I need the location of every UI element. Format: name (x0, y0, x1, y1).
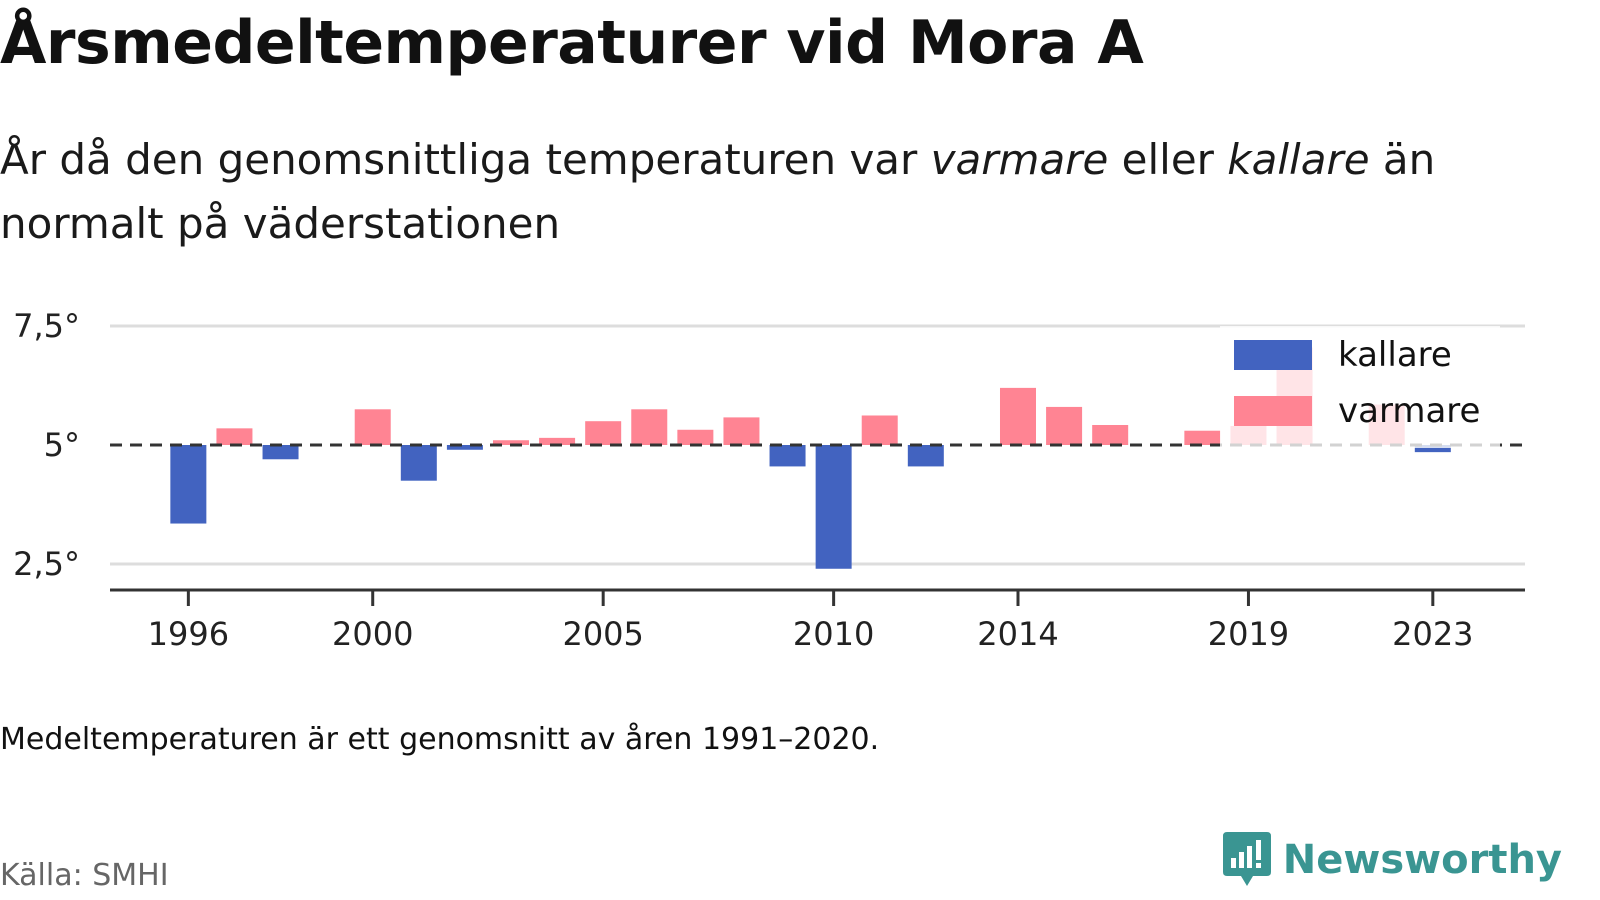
x-tick-label: 2010 (793, 615, 874, 653)
legend-label-kallare: kallare (1338, 335, 1452, 375)
legend-label-varmare: varmare (1338, 391, 1480, 431)
x-tick-label: 2000 (332, 615, 413, 653)
bar-1998 (262, 445, 299, 460)
bar-1997 (216, 428, 253, 445)
bar-2007 (677, 429, 714, 445)
page-subtitle: År då den genomsnittliga temperaturen va… (0, 128, 1560, 256)
page-title: Årsmedeltemperaturer vid Mora A (0, 8, 1144, 78)
source-label: Källa: SMHI (0, 858, 169, 893)
bar-2010 (815, 445, 852, 569)
brand-logo: Newsworthy (1221, 830, 1562, 890)
bar-2003 (492, 440, 529, 445)
bar-2002 (446, 445, 483, 450)
subtitle-cold-word: kallare (1227, 135, 1370, 184)
bar-2006 (631, 409, 668, 445)
temperature-bar-chart: 1996 2000 2005 2010 2014 2019 2023 2,5°5°7,5° … (13, 307, 1525, 653)
y-tick-label: 2,5° (13, 545, 80, 583)
bar-2016 (1092, 425, 1129, 445)
bar-2004 (539, 437, 576, 445)
x-tick-label: 2019 (1208, 615, 1289, 653)
bar-2012 (907, 445, 944, 467)
x-axis: 1996 2000 2005 2010 2014 2019 2023 (110, 588, 1525, 653)
bar-2011 (861, 415, 898, 445)
bar-2001 (400, 445, 437, 481)
newsworthy-logo-icon (1222, 832, 1271, 886)
bars (170, 347, 1451, 569)
footnote: Medeltemperaturen är ett genomsnitt av å… (0, 722, 880, 757)
legend-swatch-kallare (1234, 340, 1312, 370)
bar-2015 (1046, 406, 1083, 445)
bar-2000 (354, 409, 391, 445)
x-tick-label: 2023 (1392, 615, 1473, 653)
subtitle-part3: än normalt på väderstationen (0, 135, 1436, 248)
subtitle-part2: eller (1108, 135, 1228, 184)
bar-2008 (723, 417, 760, 445)
subtitle-part1: År då den genomsnittliga temperaturen va… (0, 135, 931, 184)
y-tick-label: 7,5° (13, 307, 80, 345)
bar-2014 (999, 387, 1036, 445)
bar-1996 (170, 445, 207, 524)
x-tick-label: 2014 (977, 615, 1058, 653)
legend-swatch-varmare (1234, 396, 1312, 426)
x-tick-label: 2005 (562, 615, 643, 653)
legend: kallare varmare (1220, 326, 1500, 448)
subtitle-warm-word: varmare (930, 135, 1109, 184)
y-tick-label: 5° (44, 426, 80, 464)
brand-name: Newsworthy (1282, 837, 1562, 883)
bar-2023 (1414, 445, 1451, 453)
bar-2018 (1184, 430, 1221, 445)
bar-2005 (585, 421, 622, 445)
y-axis-labels: 2,5° 5° 7,5° (13, 307, 80, 583)
x-tick-label: 1996 (148, 615, 229, 653)
bar-2009 (769, 445, 806, 467)
